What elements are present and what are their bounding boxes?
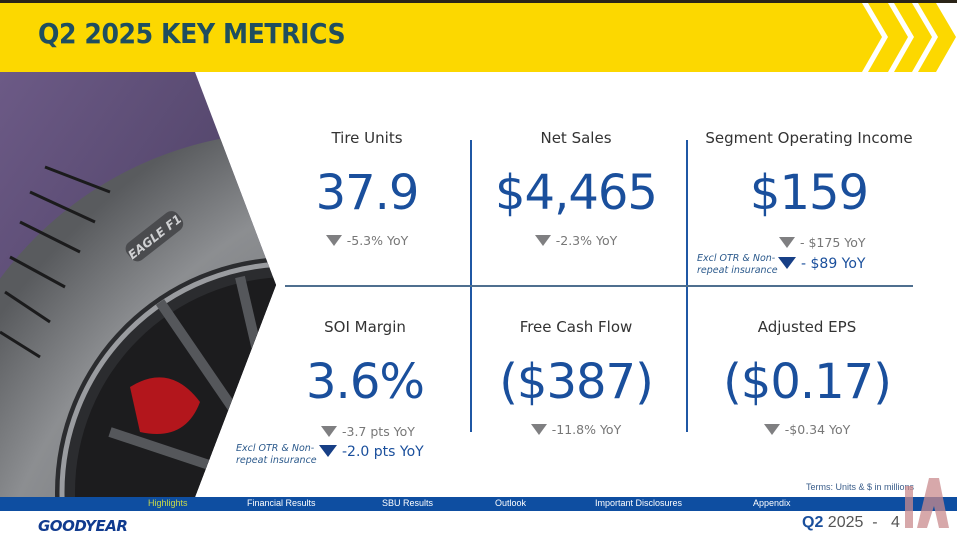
tire-photo: EAGLE F1: [0, 72, 276, 497]
metric-value: $159: [749, 165, 869, 221]
metric-value: ($387): [499, 354, 654, 410]
triangle-down-icon: [778, 257, 796, 269]
excl-note: Excl OTR & Non- repeat insurance: [236, 443, 317, 466]
metric-label: SOI Margin: [324, 318, 406, 336]
metric-delta: - $175 YoY: [779, 235, 866, 250]
triangle-down-icon: [530, 424, 547, 435]
triangle-down-icon: [321, 426, 337, 437]
nav-sbu-results[interactable]: SBU Results: [382, 498, 434, 508]
nav-important-disclosures[interactable]: Important Disclosures: [595, 498, 683, 508]
metric-label: Free Cash Flow: [519, 318, 633, 336]
metric-delta: -$0.34 YoY: [702, 422, 912, 437]
nav-outlook[interactable]: Outlook: [495, 498, 527, 508]
nav-highlights[interactable]: Highlights: [148, 498, 188, 508]
section-nav-bar: Highlights Financial Results SBU Results…: [0, 497, 957, 511]
triangle-down-icon: [534, 235, 551, 246]
metric-soi-margin: SOI Margin 3.6%: [260, 318, 470, 406]
metric-label: Tire Units: [331, 129, 403, 147]
header-chevron-banner: [0, 3, 956, 72]
metric-delta: -3.7 pts YoY: [321, 424, 415, 439]
metric-delta: -5.3% YoY: [262, 233, 472, 248]
goodyear-logo: GOODYEAR: [38, 517, 128, 535]
excl-note: Excl OTR & Non- repeat insurance: [697, 253, 778, 276]
divider-horizontal: [285, 285, 913, 287]
triangle-down-icon: [779, 237, 795, 248]
metric-value: ($0.17): [723, 354, 892, 410]
triangle-down-icon: [319, 445, 337, 457]
metric-value: 37.9: [315, 165, 420, 221]
metric-delta: -2.3% YoY: [471, 233, 681, 248]
metric-tire-units: Tire Units 37.9 -5.3% YoY: [262, 129, 472, 248]
triangle-down-icon: [763, 424, 780, 435]
top-stripe: [0, 0, 957, 3]
metric-label: Adjusted EPS: [757, 318, 857, 336]
metric-net-sales: Net Sales $4,465 -2.3% YoY: [471, 129, 681, 248]
watermark-logo-icon: [905, 478, 949, 528]
header-banner: Q2 2025 KEY METRICS: [0, 3, 957, 72]
metric-label: Net Sales: [540, 129, 612, 147]
metric-excl-delta: - $89 YoY: [778, 256, 865, 272]
metric-free-cash-flow: Free Cash Flow ($387) -11.8% YoY: [471, 318, 681, 437]
page-title: Q2 2025 KEY METRICS: [38, 17, 346, 50]
metric-label: Segment Operating Income: [705, 129, 913, 147]
terms-note: Terms: Units & $ in millions: [806, 482, 915, 492]
metric-adjusted-eps: Adjusted EPS ($0.17) -$0.34 YoY: [702, 318, 912, 437]
metric-value: $4,465: [495, 165, 658, 221]
nav-financial-results[interactable]: Financial Results: [247, 498, 316, 508]
metric-excl-delta: -2.0 pts YoY: [319, 444, 424, 460]
metric-segment-operating-income: Segment Operating Income $159: [704, 129, 914, 217]
metric-delta: -11.8% YoY: [471, 422, 681, 437]
page-number: Q2 2025 - 4: [802, 514, 900, 531]
triangle-down-icon: [325, 235, 342, 246]
nav-appendix[interactable]: Appendix: [753, 498, 791, 508]
metric-value: 3.6%: [306, 354, 425, 410]
